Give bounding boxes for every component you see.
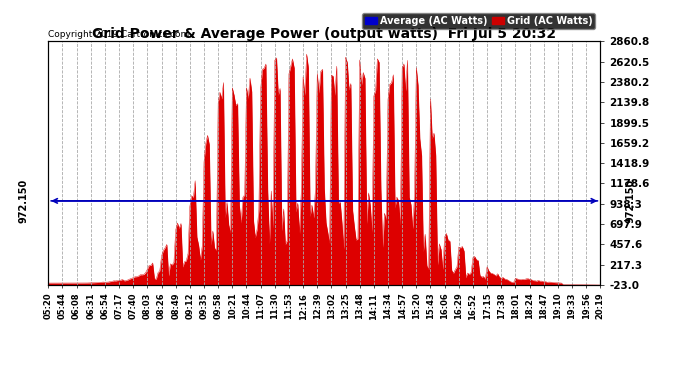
Legend: Average (AC Watts), Grid (AC Watts): Average (AC Watts), Grid (AC Watts) (362, 13, 595, 29)
Text: 972.150: 972.150 (19, 179, 28, 223)
Title: Grid Power & Average Power (output watts)  Fri Jul 5 20:32: Grid Power & Average Power (output watts… (92, 27, 556, 41)
Text: Copyright 2019 Cartronics.com: Copyright 2019 Cartronics.com (48, 30, 190, 39)
Text: 972.150: 972.150 (626, 179, 635, 223)
